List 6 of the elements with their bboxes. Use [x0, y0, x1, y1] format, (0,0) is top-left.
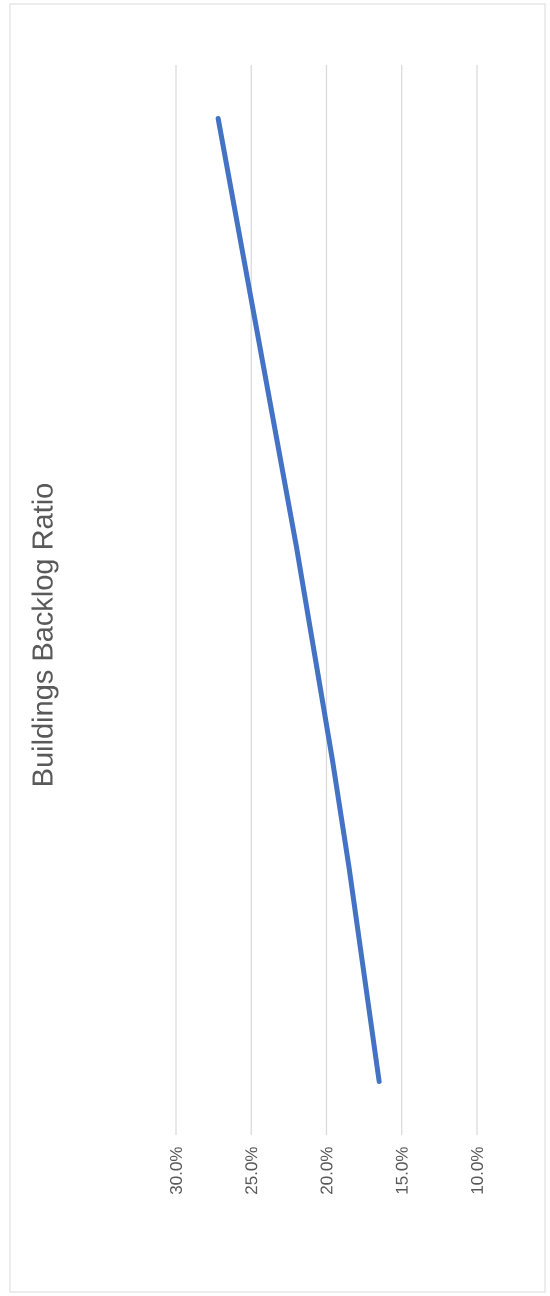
- x-tick-label: 25.0%: [245, 1147, 258, 1194]
- x-tick-label: 30.0%: [169, 1147, 183, 1195]
- x-tick-label: 15.0%: [395, 1147, 408, 1194]
- text: Buildings Backlog Ratio: [31, 483, 59, 785]
- x-tick-label: 10.0%: [470, 1147, 484, 1194]
- x-tick-label: 20.0%: [320, 1147, 333, 1194]
